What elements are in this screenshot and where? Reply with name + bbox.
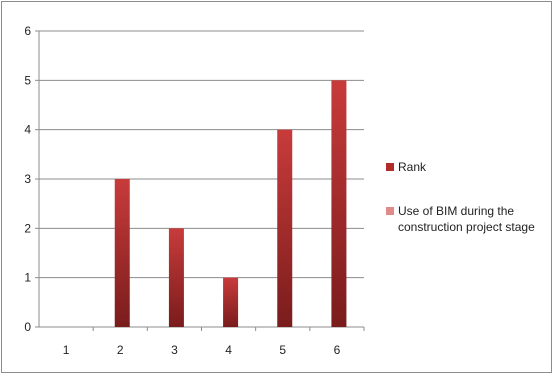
bars <box>114 80 347 327</box>
axes <box>35 30 365 331</box>
x-tick-label: 6 <box>334 343 341 357</box>
x-tick-label: 4 <box>225 343 232 357</box>
y-tick-label: 0 <box>24 320 31 334</box>
legend-swatch-1 <box>386 163 394 171</box>
bar-rank-3 <box>168 228 184 327</box>
y-tick-label: 4 <box>24 123 31 137</box>
y-tick-label: 1 <box>24 271 31 285</box>
bar-rank-6 <box>331 80 347 327</box>
y-tick-label: 6 <box>24 24 31 38</box>
x-tick-label: 5 <box>279 343 286 357</box>
legend-label-2: Use of BIM during the <box>398 204 514 218</box>
grid-lines <box>39 30 364 279</box>
bar-rank-5 <box>277 129 293 327</box>
bar-rank-2 <box>114 179 130 327</box>
legend-label-2: construction project stage <box>398 220 535 234</box>
tick-labels: 0 1 2 3 4 5 6 1 2 3 4 5 6 <box>24 24 340 357</box>
legend-label-1: Rank <box>398 160 427 174</box>
x-tick-label: 3 <box>171 343 178 357</box>
legend: Rank Use of BIM during the construction pr… <box>386 160 535 234</box>
legend-swatch-2 <box>386 207 394 215</box>
y-tick-label: 5 <box>24 73 31 87</box>
bar-rank-4 <box>223 277 239 327</box>
y-tick-label: 2 <box>24 221 31 235</box>
x-tick-label: 1 <box>63 343 70 357</box>
x-tick-label: 2 <box>117 343 124 357</box>
y-tick-label: 3 <box>24 172 31 186</box>
